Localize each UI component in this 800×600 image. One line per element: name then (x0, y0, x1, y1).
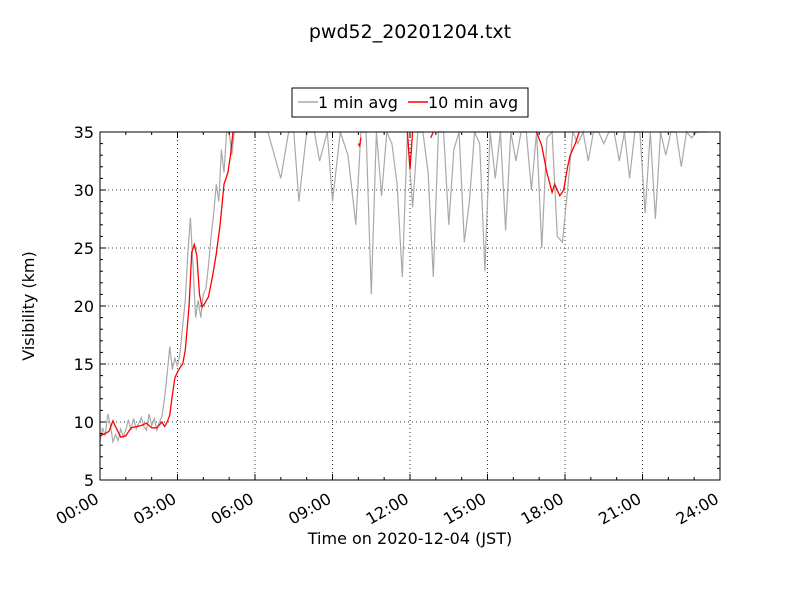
grid (100, 132, 720, 480)
x-tick-label: 18:00 (518, 489, 567, 529)
legend-label-10min: 10 min avg (428, 93, 518, 112)
y-tick-labels: 5 10 15 20 25 30 35 (74, 123, 94, 490)
series-10min-segment (357, 137, 362, 148)
chart-title: pwd52_20201204.txt (309, 21, 511, 43)
axis-ticks (99, 131, 721, 481)
series-10min-segment (535, 131, 580, 198)
x-tick-labels: 00:00 03:00 06:00 09:00 12:00 15:00 18:00 21:00… (53, 489, 722, 529)
series-10min-segment (406, 131, 414, 170)
y-tick-label: 25 (74, 239, 94, 258)
x-tick-label: 15:00 (440, 489, 489, 529)
legend: 1 min avg 10 min avg (291, 87, 529, 118)
x-tick-label: 00:00 (53, 489, 102, 529)
y-tick-label: 30 (74, 181, 94, 200)
series-10min-avg (99, 131, 580, 438)
y-tick-label: 35 (74, 123, 94, 142)
x-tick-label: 03:00 (130, 489, 179, 529)
x-tick-label: 06:00 (208, 489, 257, 529)
x-tick-label: 24:00 (673, 489, 722, 529)
series-1min-line (99, 129, 708, 445)
series-10min-line (99, 131, 234, 438)
series-1min-avg (99, 129, 708, 445)
x-tick-label: 12:00 (363, 489, 412, 529)
y-tick-label: 10 (74, 413, 94, 432)
x-axis-label: Time on 2020-12-04 (JST) (307, 529, 512, 548)
x-tick-label: 21:00 (595, 489, 644, 529)
series-10min-segment (430, 131, 434, 139)
x-tick-label: 09:00 (285, 489, 334, 529)
y-tick-label: 20 (74, 297, 94, 316)
legend-label-1min: 1 min avg (318, 93, 398, 112)
y-tick-label: 15 (74, 355, 94, 374)
y-tick-label: 5 (84, 471, 94, 490)
y-axis-label: Visibility (km) (19, 251, 38, 360)
